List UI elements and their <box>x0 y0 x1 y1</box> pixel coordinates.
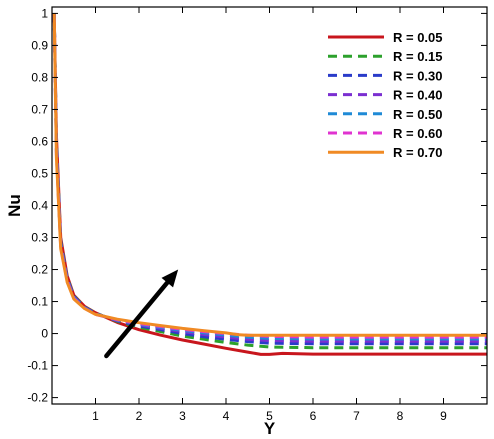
x-tick-label: 5 <box>266 409 273 423</box>
x-tick-label: 4 <box>223 409 230 423</box>
x-tick-label: 7 <box>353 409 360 423</box>
x-axis-title: Y <box>264 419 276 438</box>
ticks-layer: 1 2 3 4 5 6 7 8 9 -0.2 -0.1 0 0.1 0.2 0.3 0.4 0.5 0.6 0.7 0… <box>27 6 487 423</box>
legend-label-6: R = 0.60 <box>393 126 443 141</box>
x-tick-label: 2 <box>136 409 143 423</box>
x-tick-label: 3 <box>179 409 186 423</box>
series-line-3 <box>52 13 487 346</box>
x-tick-label: 6 <box>310 409 317 423</box>
y-tick-label: 1 <box>41 6 48 20</box>
legend-label-1: R = 0.05 <box>393 30 443 45</box>
x-tick-label: 1 <box>92 409 99 423</box>
legend-label-5: R = 0.50 <box>393 107 443 122</box>
y-tick-label: -0.2 <box>27 391 48 405</box>
x-tick-label: 8 <box>397 409 404 423</box>
series-line-1 <box>52 13 487 356</box>
y-tick-label: 0.5 <box>31 166 48 180</box>
y-tick-label: 0.8 <box>31 70 48 84</box>
legend-label-3: R = 0.30 <box>393 68 443 83</box>
y-tick-label: 0.3 <box>31 231 48 245</box>
x-tick-label: 9 <box>440 409 447 423</box>
trend-arrow-head <box>161 269 179 288</box>
y-tick-label: 0.7 <box>31 102 48 116</box>
series-line-7 <box>52 13 487 337</box>
y-tick-label: 0.2 <box>31 263 48 277</box>
y-tick-label: 0.4 <box>31 199 48 213</box>
y-tick-label: 0 <box>41 327 48 341</box>
y-tick-label: -0.1 <box>27 359 48 373</box>
legend: R = 0.05 R = 0.15 R = 0.30 R = 0.40 R = 0.50… <box>328 30 443 160</box>
series-line-2 <box>52 13 487 350</box>
legend-label-4: R = 0.40 <box>393 88 443 103</box>
trend-arrow-shaft <box>104 280 170 359</box>
y-tick-label: 0.6 <box>31 134 48 148</box>
series-layer <box>52 13 487 356</box>
y-tick-label: 0.9 <box>31 38 48 52</box>
y-axis-title: Nu <box>5 194 24 217</box>
annotation-layer <box>104 269 179 359</box>
legend-label-7: R = 0.70 <box>393 145 443 160</box>
y-tick-label: 0.1 <box>31 295 48 309</box>
legend-label-2: R = 0.15 <box>393 49 443 64</box>
